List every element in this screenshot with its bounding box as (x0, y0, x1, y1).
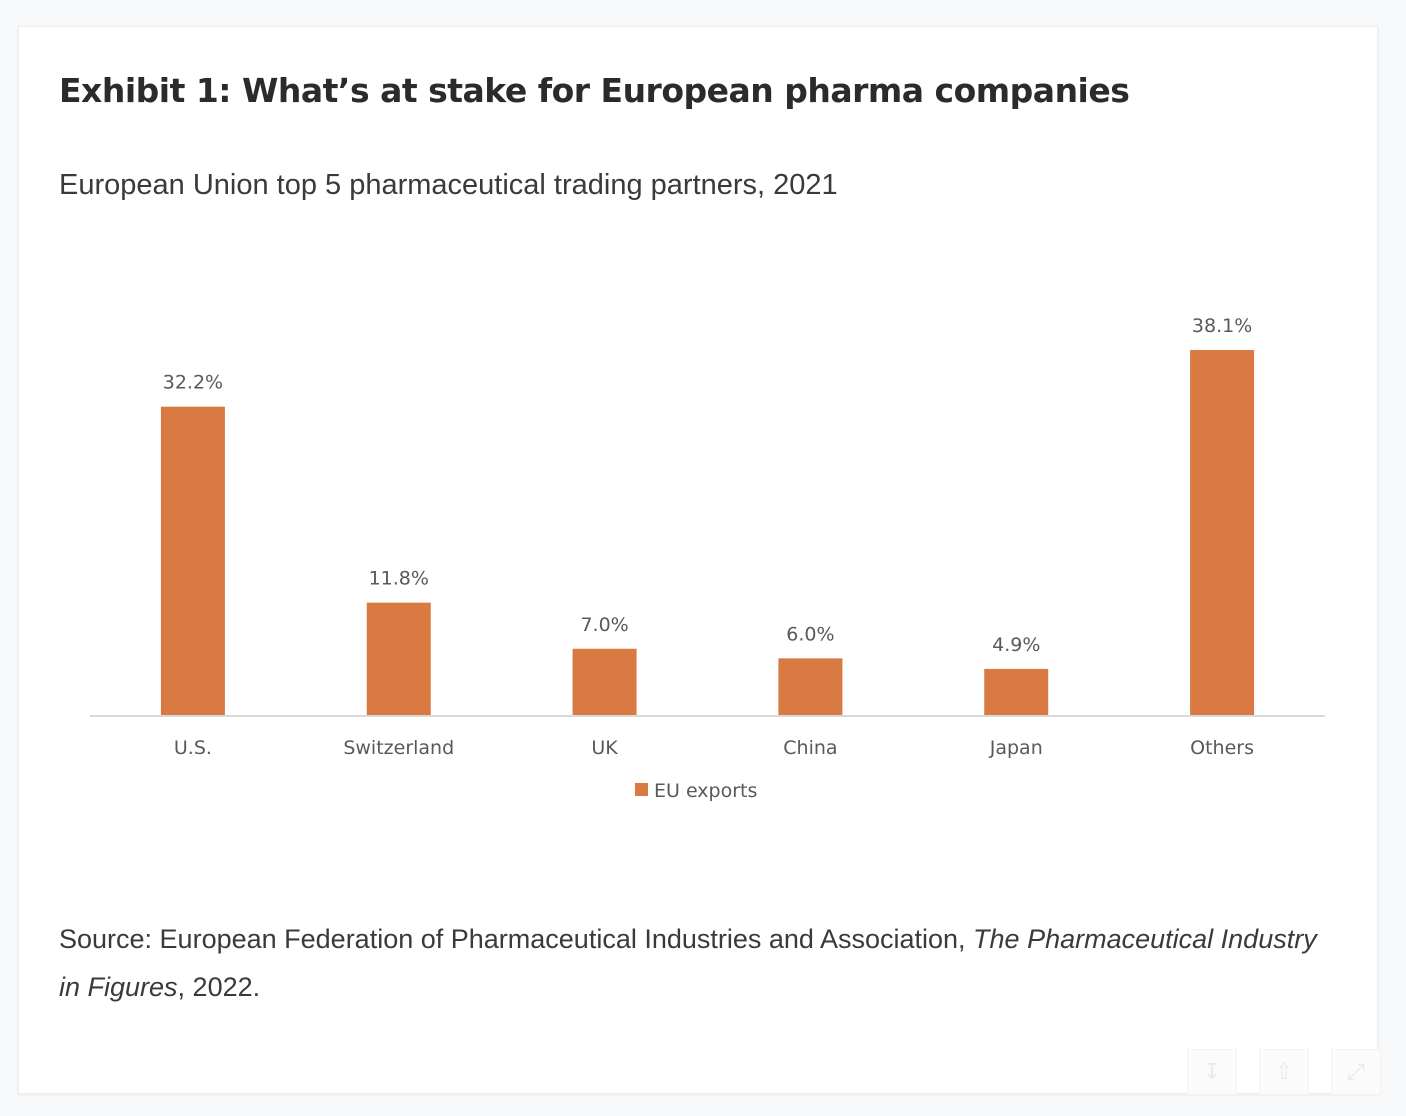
source-note: Source: European Federation of Pharmaceu… (59, 915, 1319, 1011)
legend-label: EU exports (654, 780, 757, 802)
x-tick-label-4: Japan (989, 737, 1043, 759)
x-tick-label-1: Switzerland (343, 737, 454, 759)
data-label-2: 7.0% (580, 614, 628, 636)
expand-icon: ⤢ (1347, 1059, 1365, 1085)
exhibit-card: Exhibit 1: What’s at stake for European … (18, 26, 1381, 1095)
bar-chart: 32.2% U.S. 11.8% Switzerland 7.0% UK 6.0% China… (90, 315, 1325, 802)
expand-button[interactable]: ⤢ (1331, 1049, 1381, 1095)
source-prefix: Source: European Federation of Pharmaceu… (59, 924, 974, 954)
download-button[interactable]: ↧ (1187, 1049, 1237, 1095)
bar-3 (778, 658, 843, 716)
x-tick-label-0: U.S. (174, 737, 212, 759)
share-icon: ⇧ (1274, 1059, 1294, 1085)
source-publication-title: The Pharmaceutical Industry in Figures (59, 924, 1317, 1002)
legend-swatch (635, 783, 648, 796)
bar-1 (366, 602, 431, 716)
bar-5 (1190, 350, 1255, 716)
data-label-1: 11.8% (369, 568, 429, 590)
chart-subtitle: European Union top 5 pharmaceutical trad… (59, 169, 838, 201)
x-tick-label-3: China (783, 737, 837, 759)
data-label-0: 32.2% (163, 372, 223, 394)
x-tick-label-5: Others (1190, 737, 1254, 759)
share-button[interactable]: ⇧ (1259, 1049, 1309, 1095)
data-label-4: 4.9% (992, 634, 1040, 656)
bar-2 (572, 648, 637, 716)
source-suffix: , 2022. (177, 972, 261, 1002)
exhibit-toolbar: ↧ ⇧ ⤢ (1187, 1049, 1381, 1095)
download-icon: ↧ (1202, 1059, 1222, 1085)
exhibit-title: Exhibit 1: What’s at stake for European … (59, 71, 1130, 110)
data-label-5: 38.1% (1192, 315, 1252, 337)
data-label-3: 6.0% (786, 623, 834, 645)
x-tick-label-2: UK (591, 737, 618, 759)
bar-0 (160, 406, 225, 716)
bar-4 (984, 668, 1049, 716)
